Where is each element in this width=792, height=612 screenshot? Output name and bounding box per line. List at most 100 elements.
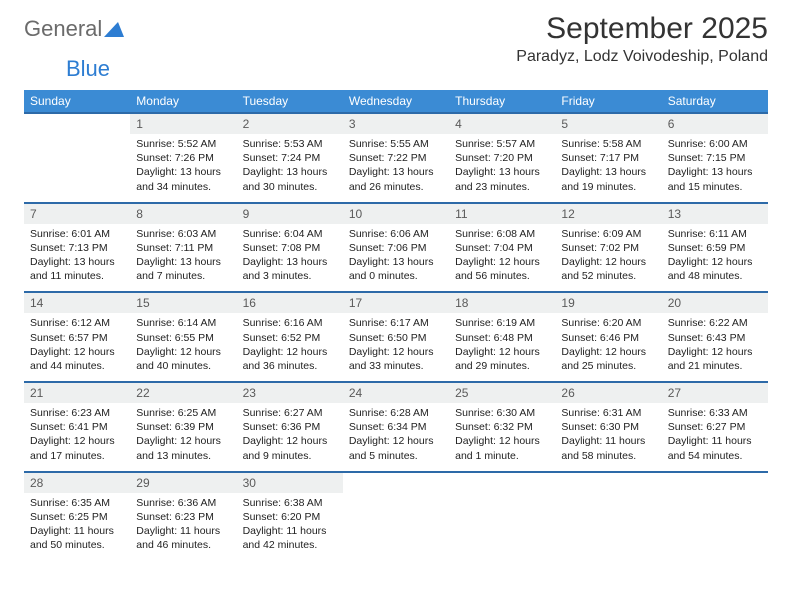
sunrise-text: Sunrise: 6:14 AM (136, 316, 230, 330)
weekday-header: Sunday (24, 90, 130, 113)
day-number: 24 (343, 383, 449, 403)
day-body: Sunrise: 6:28 AMSunset: 6:34 PMDaylight:… (343, 403, 449, 471)
sunset-text: Sunset: 6:41 PM (30, 420, 124, 434)
day-number: 25 (449, 383, 555, 403)
daylight-text: Daylight: 12 hours and 13 minutes. (136, 434, 230, 462)
calendar-day-cell: . (555, 472, 661, 561)
day-body: Sunrise: 6:17 AMSunset: 6:50 PMDaylight:… (343, 313, 449, 381)
calendar-week-row: 7Sunrise: 6:01 AMSunset: 7:13 PMDaylight… (24, 203, 768, 293)
sunset-text: Sunset: 6:25 PM (30, 510, 124, 524)
weekday-header: Friday (555, 90, 661, 113)
day-body: Sunrise: 6:22 AMSunset: 6:43 PMDaylight:… (662, 313, 768, 381)
calendar-day-cell: . (662, 472, 768, 561)
day-number: 17 (343, 293, 449, 313)
day-number: 19 (555, 293, 661, 313)
calendar-day-cell: 4Sunrise: 5:57 AMSunset: 7:20 PMDaylight… (449, 113, 555, 203)
sunset-text: Sunset: 6:30 PM (561, 420, 655, 434)
day-body: Sunrise: 5:52 AMSunset: 7:26 PMDaylight:… (130, 134, 236, 202)
sunrise-text: Sunrise: 6:08 AM (455, 227, 549, 241)
calendar-day-cell: 18Sunrise: 6:19 AMSunset: 6:48 PMDayligh… (449, 292, 555, 382)
day-body: Sunrise: 6:12 AMSunset: 6:57 PMDaylight:… (24, 313, 130, 381)
calendar-day-cell: 8Sunrise: 6:03 AMSunset: 7:11 PMDaylight… (130, 203, 236, 293)
sunset-text: Sunset: 6:39 PM (136, 420, 230, 434)
day-body: Sunrise: 5:53 AMSunset: 7:24 PMDaylight:… (237, 134, 343, 202)
calendar-body: .1Sunrise: 5:52 AMSunset: 7:26 PMDayligh… (24, 113, 768, 560)
logo-icon (104, 20, 126, 38)
day-number: 28 (24, 473, 130, 493)
sunset-text: Sunset: 7:13 PM (30, 241, 124, 255)
sunset-text: Sunset: 6:52 PM (243, 331, 337, 345)
calendar-day-cell: 29Sunrise: 6:36 AMSunset: 6:23 PMDayligh… (130, 472, 236, 561)
calendar-day-cell: . (449, 472, 555, 561)
sunset-text: Sunset: 6:57 PM (30, 331, 124, 345)
calendar-day-cell: 22Sunrise: 6:25 AMSunset: 6:39 PMDayligh… (130, 382, 236, 472)
sunrise-text: Sunrise: 6:25 AM (136, 406, 230, 420)
calendar-day-cell: 12Sunrise: 6:09 AMSunset: 7:02 PMDayligh… (555, 203, 661, 293)
day-body: Sunrise: 6:04 AMSunset: 7:08 PMDaylight:… (237, 224, 343, 292)
calendar-header-row: SundayMondayTuesdayWednesdayThursdayFrid… (24, 90, 768, 113)
daylight-text: Daylight: 12 hours and 44 minutes. (30, 345, 124, 373)
day-number: 23 (237, 383, 343, 403)
calendar-day-cell: 20Sunrise: 6:22 AMSunset: 6:43 PMDayligh… (662, 292, 768, 382)
day-number: 14 (24, 293, 130, 313)
sunrise-text: Sunrise: 6:00 AM (668, 137, 762, 151)
calendar-day-cell: 15Sunrise: 6:14 AMSunset: 6:55 PMDayligh… (130, 292, 236, 382)
calendar-week-row: .1Sunrise: 5:52 AMSunset: 7:26 PMDayligh… (24, 113, 768, 203)
sunrise-text: Sunrise: 6:01 AM (30, 227, 124, 241)
daylight-text: Daylight: 13 hours and 30 minutes. (243, 165, 337, 193)
day-number: 21 (24, 383, 130, 403)
day-body: Sunrise: 6:00 AMSunset: 7:15 PMDaylight:… (662, 134, 768, 202)
day-body: Sunrise: 6:36 AMSunset: 6:23 PMDaylight:… (130, 493, 236, 561)
sunset-text: Sunset: 7:06 PM (349, 241, 443, 255)
sunrise-text: Sunrise: 5:52 AM (136, 137, 230, 151)
day-number: 1 (130, 114, 236, 134)
calendar-week-row: 28Sunrise: 6:35 AMSunset: 6:25 PMDayligh… (24, 472, 768, 561)
day-body: Sunrise: 6:06 AMSunset: 7:06 PMDaylight:… (343, 224, 449, 292)
day-body: Sunrise: 6:38 AMSunset: 6:20 PMDaylight:… (237, 493, 343, 561)
sunrise-text: Sunrise: 6:16 AM (243, 316, 337, 330)
sunset-text: Sunset: 6:36 PM (243, 420, 337, 434)
daylight-text: Daylight: 12 hours and 21 minutes. (668, 345, 762, 373)
sunrise-text: Sunrise: 6:11 AM (668, 227, 762, 241)
day-body: Sunrise: 6:27 AMSunset: 6:36 PMDaylight:… (237, 403, 343, 471)
day-body: Sunrise: 6:33 AMSunset: 6:27 PMDaylight:… (662, 403, 768, 471)
sunset-text: Sunset: 7:02 PM (561, 241, 655, 255)
sunrise-text: Sunrise: 6:28 AM (349, 406, 443, 420)
calendar-day-cell: 28Sunrise: 6:35 AMSunset: 6:25 PMDayligh… (24, 472, 130, 561)
calendar-week-row: 14Sunrise: 6:12 AMSunset: 6:57 PMDayligh… (24, 292, 768, 382)
day-number: 8 (130, 204, 236, 224)
sunset-text: Sunset: 7:20 PM (455, 151, 549, 165)
day-body: Sunrise: 6:19 AMSunset: 6:48 PMDaylight:… (449, 313, 555, 381)
calendar-day-cell: 3Sunrise: 5:55 AMSunset: 7:22 PMDaylight… (343, 113, 449, 203)
day-number: 12 (555, 204, 661, 224)
daylight-text: Daylight: 11 hours and 42 minutes. (243, 524, 337, 552)
calendar-day-cell: 2Sunrise: 5:53 AMSunset: 7:24 PMDaylight… (237, 113, 343, 203)
calendar-day-cell: . (343, 472, 449, 561)
calendar-day-cell: 9Sunrise: 6:04 AMSunset: 7:08 PMDaylight… (237, 203, 343, 293)
daylight-text: Daylight: 12 hours and 9 minutes. (243, 434, 337, 462)
daylight-text: Daylight: 13 hours and 15 minutes. (668, 165, 762, 193)
day-number: 3 (343, 114, 449, 134)
daylight-text: Daylight: 12 hours and 1 minute. (455, 434, 549, 462)
calendar-day-cell: . (24, 113, 130, 203)
sunrise-text: Sunrise: 6:04 AM (243, 227, 337, 241)
sunset-text: Sunset: 6:20 PM (243, 510, 337, 524)
month-title: September 2025 (516, 12, 768, 46)
sunset-text: Sunset: 6:55 PM (136, 331, 230, 345)
calendar-day-cell: 7Sunrise: 6:01 AMSunset: 7:13 PMDaylight… (24, 203, 130, 293)
day-body: Sunrise: 6:25 AMSunset: 6:39 PMDaylight:… (130, 403, 236, 471)
calendar-day-cell: 1Sunrise: 5:52 AMSunset: 7:26 PMDaylight… (130, 113, 236, 203)
day-number: 18 (449, 293, 555, 313)
calendar-day-cell: 25 Sunrise: 6:30 AMSunset: 6:32 PMDayligh… (449, 382, 555, 472)
sunset-text: Sunset: 6:34 PM (349, 420, 443, 434)
day-number: 13 (662, 204, 768, 224)
day-body: Sunrise: 6:31 AMSunset: 6:30 PMDaylight:… (555, 403, 661, 471)
sunrise-text: Sunrise: 6:27 AM (243, 406, 337, 420)
daylight-text: Daylight: 13 hours and 11 minutes. (30, 255, 124, 283)
day-body: Sunrise: 5:58 AMSunset: 7:17 PMDaylight:… (555, 134, 661, 202)
sunrise-text: Sunrise: 6:30 AM (455, 406, 549, 420)
sunrise-text: Sunrise: 6:23 AM (30, 406, 124, 420)
daylight-text: Daylight: 12 hours and 40 minutes. (136, 345, 230, 373)
sunset-text: Sunset: 6:32 PM (455, 420, 549, 434)
daylight-text: Daylight: 12 hours and 36 minutes. (243, 345, 337, 373)
